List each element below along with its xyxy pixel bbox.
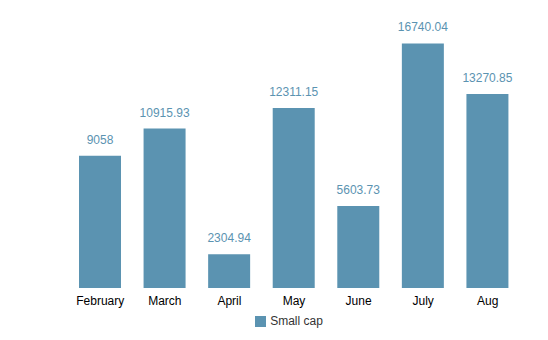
svg-text:2304.94: 2304.94	[207, 231, 251, 245]
html-text:Small cap: Small cap	[270, 314, 323, 328]
svg-text:13270.85: 13270.85	[462, 71, 512, 85]
svg-text:July: July	[412, 294, 433, 308]
svg-text:12311.15: 12311.15	[269, 85, 318, 99]
svg-text:Aug: Aug	[477, 294, 498, 308]
svg-text:February: February	[76, 294, 124, 308]
svg-text:10915.93: 10915.93	[140, 106, 190, 120]
svg-text:March: March	[148, 294, 181, 308]
svg-text:April: April	[217, 294, 241, 308]
svg-text:May: May	[283, 294, 306, 308]
svg-text:16740.04: 16740.04	[398, 20, 448, 34]
svg-text:5603.73: 5603.73	[337, 183, 381, 197]
svg-text:June: June	[346, 294, 372, 308]
svg-text:9058: 9058	[87, 133, 114, 147]
